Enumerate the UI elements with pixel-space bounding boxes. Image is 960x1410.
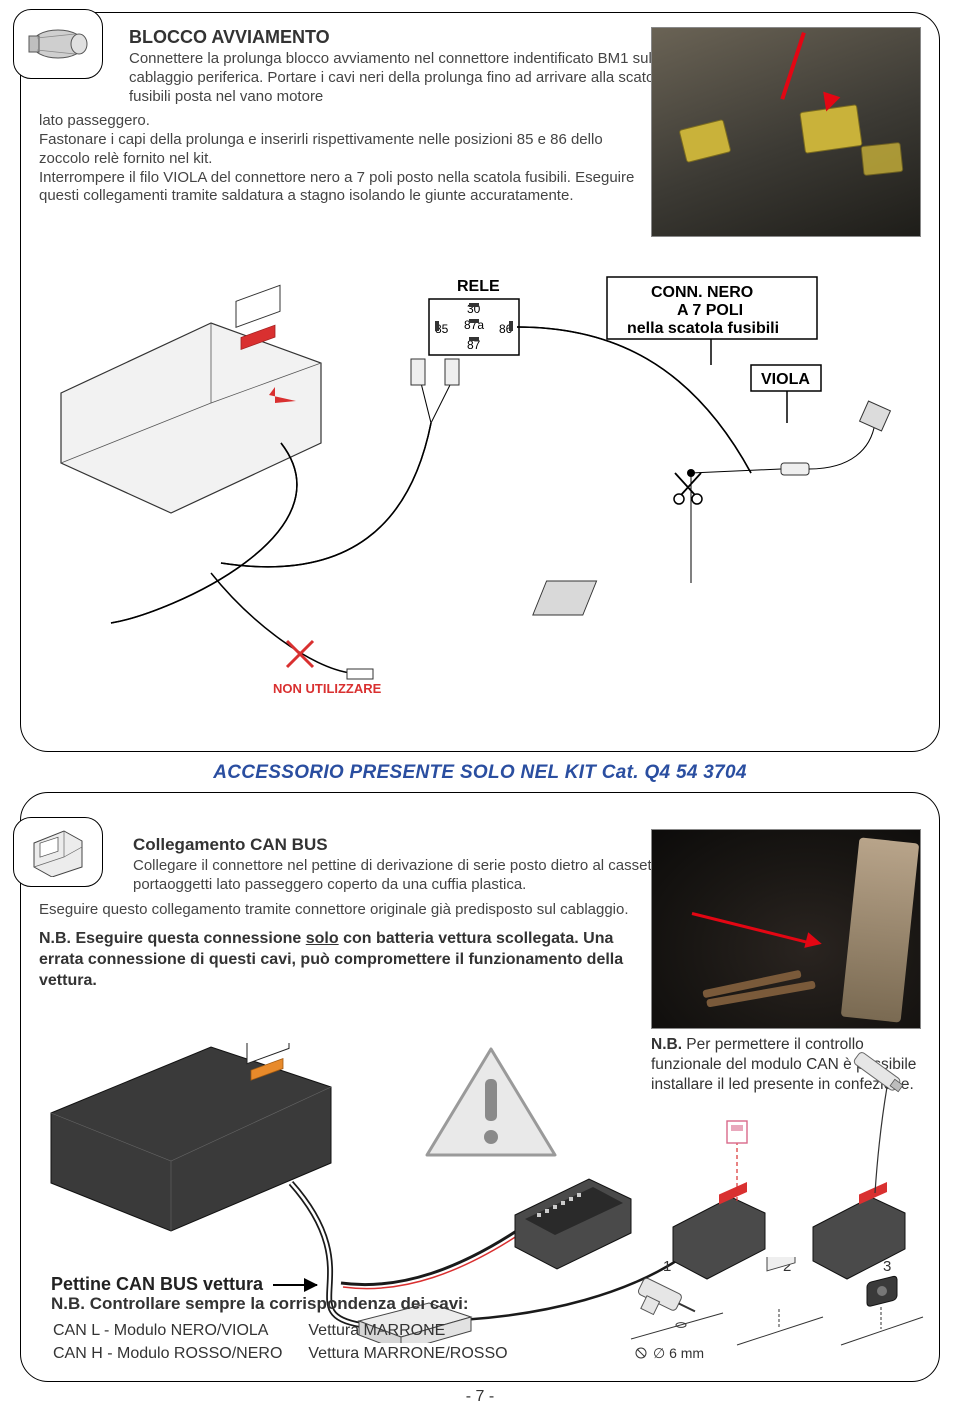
text-block-canbus: Collegamento CAN BUS Collegare il connet… <box>133 835 693 895</box>
svg-text:CONN. NERO: CONN. NERO <box>651 284 753 301</box>
wiring-diagram-1: NON UTILIZZARE RELE 30 87a 85 87 86 CONN… <box>51 273 911 733</box>
icon-module-cap <box>13 817 103 887</box>
paragraph: Eseguire questo collegamento tramite con… <box>39 901 649 920</box>
svg-text:∅ 6 mm: ∅ 6 mm <box>653 1345 704 1361</box>
svg-text:3: 3 <box>883 1258 891 1275</box>
drill-steps-diagram: 1 2 3 ∅ 6 mm <box>627 1257 927 1367</box>
accessory-banner: ACCESSORIO PRESENTE SOLO NEL KIT Cat. Q4… <box>20 762 940 784</box>
text-block-1: BLOCCO AVVIAMENTO Connettere la prolunga… <box>129 27 689 106</box>
text-block-canbus-2: Eseguire questo collegamento tramite con… <box>39 901 649 992</box>
section-collegamento-canbus: Collegamento CAN BUS Collegare il connet… <box>20 792 940 1382</box>
nb-check-wires: N.B. Controllare sempre la corrispondenz… <box>51 1293 611 1367</box>
page-footer: - 7 - <box>0 1388 960 1406</box>
paragraph: Interrompere il filo VIOLA del connettor… <box>39 169 649 207</box>
wire-correspondence-table: CAN L - Modulo NERO/VIOLA Vettura MARRON… <box>51 1318 534 1367</box>
starter-motor-icon <box>23 22 93 66</box>
section-title: BLOCCO AVVIAMENTO <box>129 27 689 48</box>
icon-connector-cap <box>13 9 103 79</box>
paragraph: Connettere la prolunga blocco avviamento… <box>129 50 689 106</box>
paragraph: Fastonare i capi della prolunga e inseri… <box>39 131 649 169</box>
paragraph: lato passeggero. <box>39 112 649 131</box>
svg-text:1: 1 <box>663 1258 671 1275</box>
photo-fusebox <box>651 27 921 237</box>
can-module-icon <box>28 827 88 877</box>
table-row: CAN H - Modulo ROSSO/NERO Vettura MARRON… <box>53 1343 532 1365</box>
label-non-utilizzare: NON UTILIZZARE <box>273 681 382 696</box>
nb-warning: N.B. Eseguire questa connessione solo co… <box>39 929 649 991</box>
arrow-right-icon <box>273 1284 317 1286</box>
section-blocco-avviamento: BLOCCO AVVIAMENTO Connettere la prolunga… <box>20 12 940 752</box>
svg-text:A 7 POLI: A 7 POLI <box>677 302 743 319</box>
photo-canbus-location <box>651 829 921 1029</box>
pettine-label: Pettine CAN BUS vettura <box>51 1274 317 1295</box>
table-row: CAN L - Modulo NERO/VIOLA Vettura MARRON… <box>53 1320 532 1342</box>
svg-text:VIOLA: VIOLA <box>761 371 810 388</box>
svg-text:nella scatola fusibili: nella scatola fusibili <box>627 320 779 337</box>
label-rele: RELE <box>457 278 500 295</box>
section-title: Collegamento CAN BUS <box>133 835 693 855</box>
banner-text: ACCESSORIO PRESENTE SOLO NEL KIT Cat. Q4… <box>213 762 747 783</box>
paragraph: Collegare il connettore nel pettine di d… <box>133 857 693 895</box>
text-block-2: lato passeggero. Fastonare i capi della … <box>39 112 649 206</box>
